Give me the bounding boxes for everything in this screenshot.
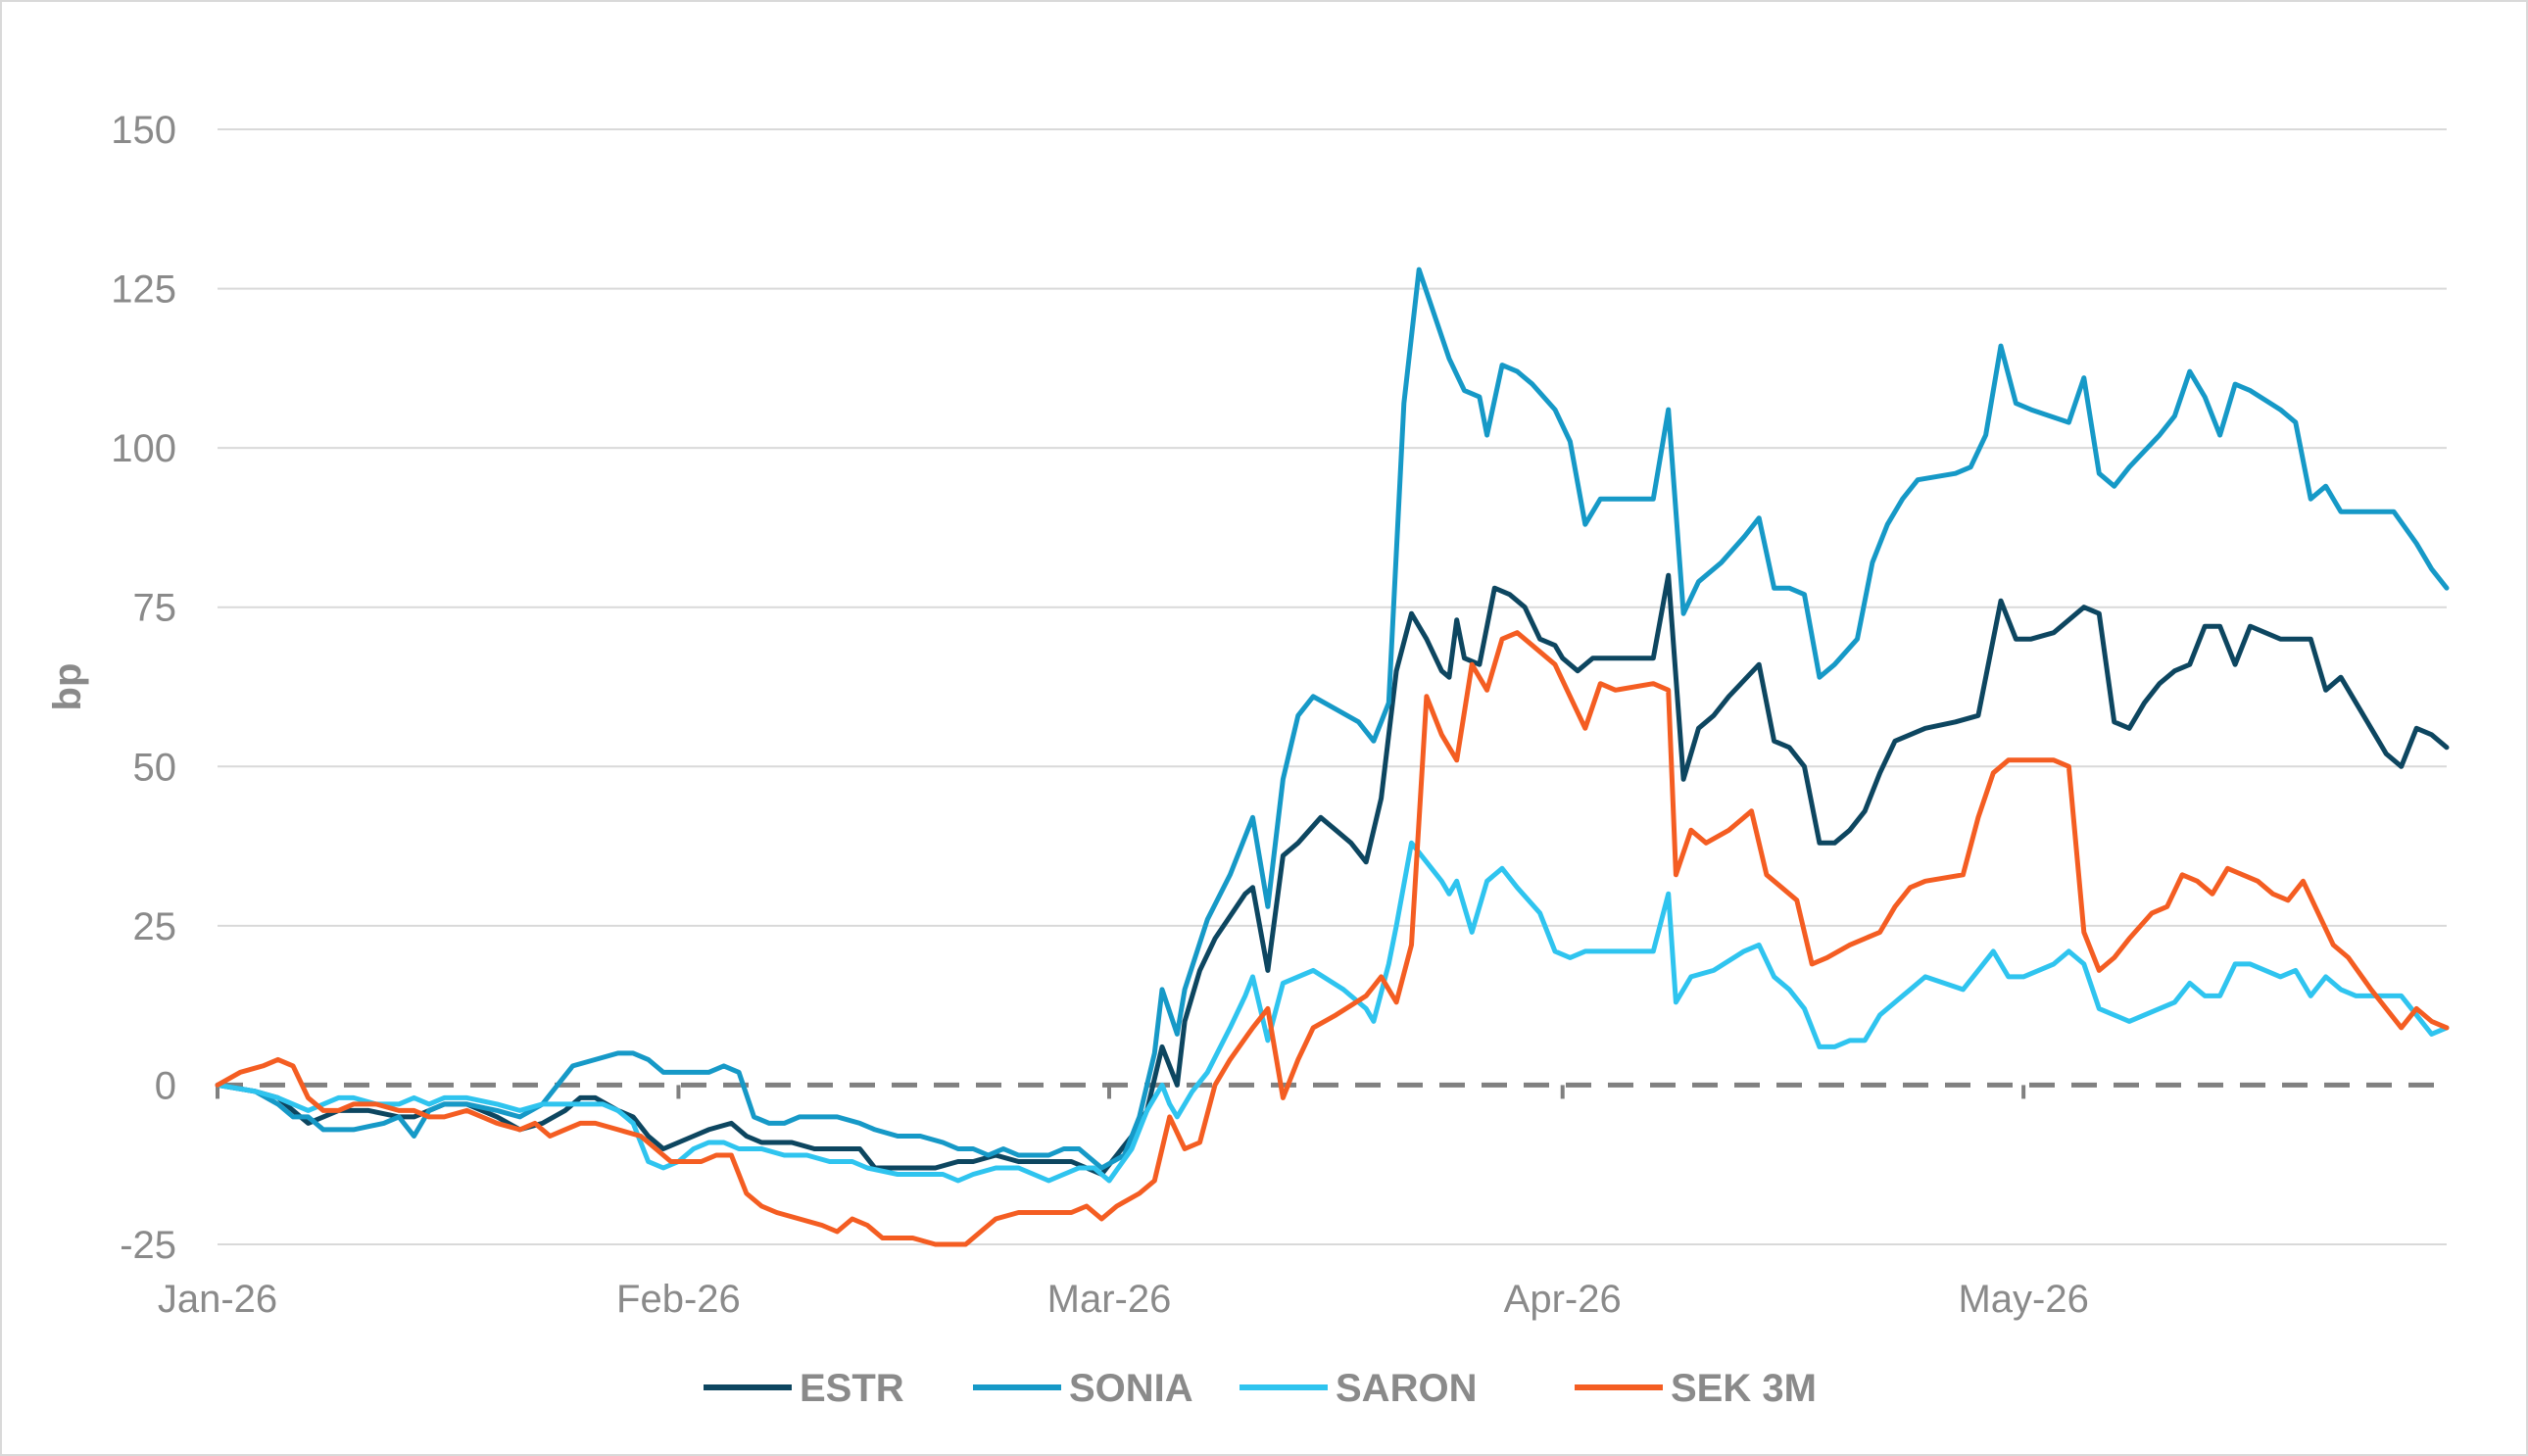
series-line-sonia	[215, 267, 2450, 1171]
y-tick-label: 150	[111, 109, 176, 152]
y-tick-label: -25	[120, 1224, 176, 1267]
legend-label: ESTR	[800, 1367, 904, 1410]
y-axis-ticks: 150 125 100 75 50 25 0 -25	[111, 109, 176, 1267]
legend-label: SEK 3M	[1671, 1367, 1817, 1410]
y-tick-label: 75	[133, 587, 177, 630]
y-tick-label: 50	[133, 746, 177, 789]
series-line-sek-3m	[215, 630, 2450, 1247]
x-tick-label: May-26	[1958, 1278, 2088, 1321]
y-axis-title: bp	[46, 663, 89, 711]
y-tick-label: 25	[133, 905, 177, 948]
legend-label: SARON	[1336, 1367, 1477, 1410]
series-line-saron	[215, 840, 2450, 1184]
y-tick-label: 0	[155, 1064, 176, 1107]
series-line-estr	[215, 572, 2450, 1177]
legend-label: SONIA	[1069, 1367, 1193, 1410]
y-tick-label: 125	[111, 268, 176, 312]
legend: ESTR SONIA SARON SEK 3M	[704, 1367, 1817, 1410]
x-tick-label: Apr-26	[1504, 1278, 1622, 1321]
x-tick-label: Jan-26	[158, 1278, 277, 1321]
x-tick-label: Mar-26	[1047, 1278, 1172, 1321]
x-tick-label: Feb-26	[616, 1278, 741, 1321]
y-tick-label: 100	[111, 427, 176, 470]
x-axis-ticks: Jan-26 Feb-26 Mar-26 Apr-26 May-26	[158, 1085, 2447, 1321]
series-lines	[215, 267, 2450, 1247]
